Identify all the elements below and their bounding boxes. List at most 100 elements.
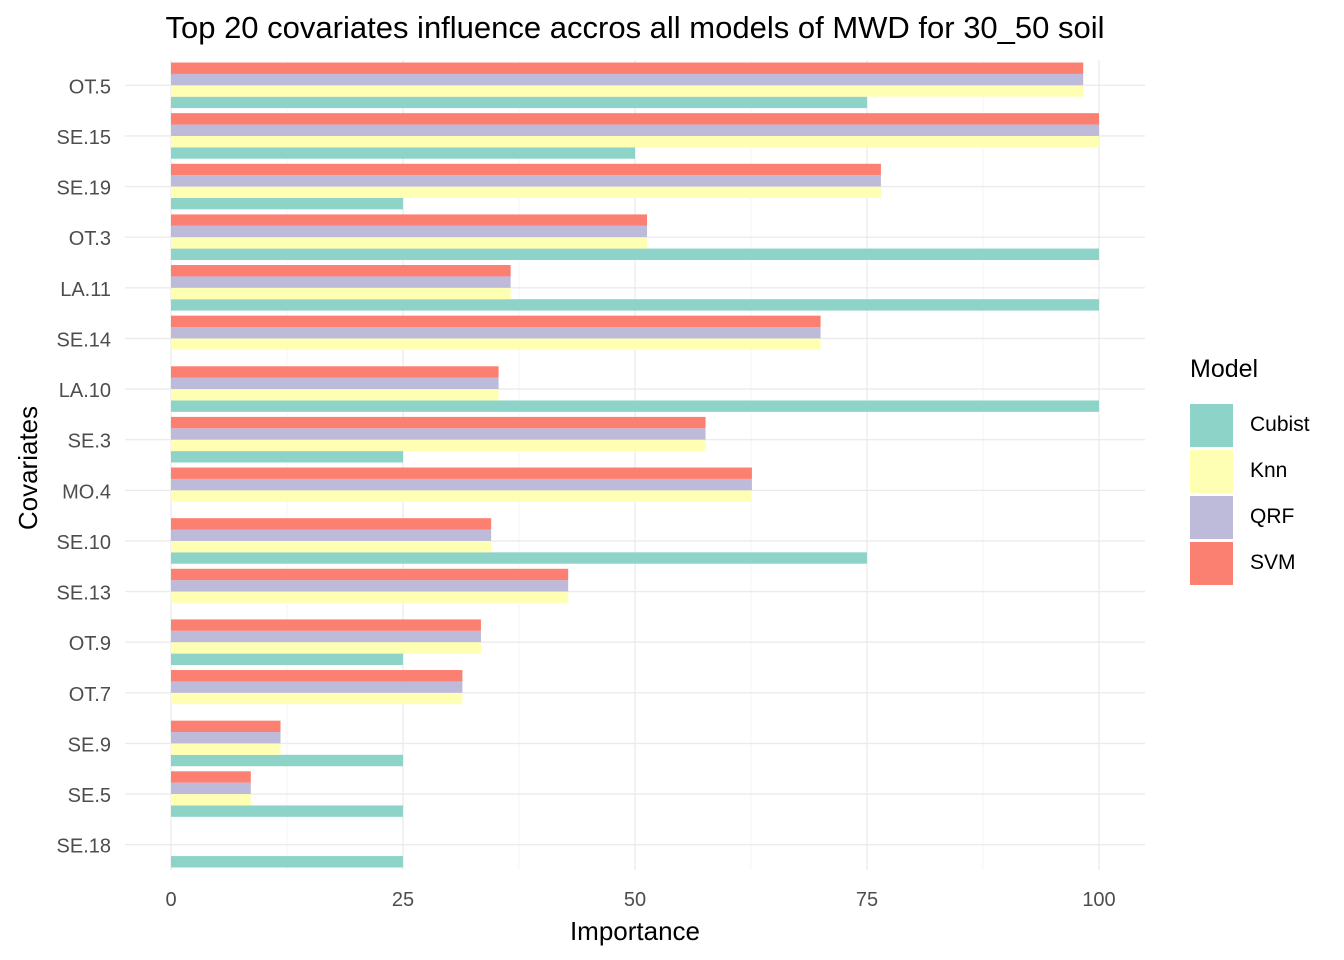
bar-cubist-se-9: [171, 754, 403, 767]
bar-qrf-ot-7: [171, 681, 463, 693]
bar-svm-se-9: [171, 720, 281, 733]
bar-qrf-se-15: [171, 124, 1099, 136]
legend-label: QRF: [1250, 505, 1295, 528]
legend-title: Model: [1190, 355, 1259, 383]
y-tick-label: SE.15: [57, 127, 111, 149]
bar-svm-se-5: [171, 771, 251, 783]
legend-swatch: [1190, 403, 1233, 447]
bar-layer: [171, 62, 1099, 868]
legend-label: SVM: [1250, 551, 1296, 574]
legend-swatch: [1190, 541, 1233, 585]
bar-qrf-se-13: [171, 580, 569, 592]
bar-cubist-se-3: [171, 451, 403, 463]
bar-knn-la-11: [171, 287, 511, 300]
y-tick-label: SE.9: [68, 734, 111, 756]
bar-cubist-ot-3: [171, 248, 1099, 260]
bar-qrf-ot-5: [171, 73, 1084, 86]
y-tick-label: OT.9: [69, 633, 111, 655]
bar-qrf-se-5: [171, 782, 251, 795]
bar-cubist-ot-9: [171, 653, 403, 665]
bar-knn-ot-3: [171, 237, 648, 249]
bar-qrf-ot-9: [171, 630, 481, 643]
bar-cubist-se-5: [171, 805, 403, 817]
bar-qrf-la-10: [171, 377, 499, 390]
bar-svm-se-15: [171, 113, 1099, 125]
bar-knn-se-15: [171, 135, 1099, 148]
y-tick-label: OT.5: [69, 76, 111, 98]
legend-swatch: [1190, 495, 1233, 539]
bar-knn-se-10: [171, 540, 492, 553]
y-tick-label: SE.18: [57, 836, 111, 858]
legend-items: Cubist Knn QRF SVM: [1190, 402, 1310, 586]
bar-svm-se-3: [171, 416, 706, 429]
bar-qrf-la-11: [171, 276, 511, 288]
bar-knn-mo-4: [171, 490, 752, 502]
y-axis-label: Covariates: [13, 406, 43, 530]
y-tick-label: SE.3: [68, 431, 111, 453]
x-tick-label: 50: [624, 889, 646, 911]
bar-svm-se-14: [171, 315, 821, 328]
y-tick-label: SE.19: [57, 178, 111, 200]
bar-qrf-se-9: [171, 732, 281, 744]
y-tick-label: LA.11: [60, 279, 111, 301]
y-tick-label: SE.13: [57, 583, 111, 605]
bar-svm-se-19: [171, 163, 881, 176]
bar-knn-se-5: [171, 794, 251, 806]
y-tick-labels: OT.5 SE.15 SE.19 OT.3 LA.11 SE.14 LA.10 SE.3 MO.…: [57, 76, 111, 857]
bar-qrf-se-10: [171, 529, 492, 541]
y-tick-label: SE.10: [57, 532, 111, 554]
bar-qrf-se-3: [171, 428, 706, 440]
x-tick-labels: 0 25 50 75 100: [165, 889, 1115, 911]
legend-item-cubist: Cubist: [1190, 402, 1310, 448]
bar-cubist-la-10: [171, 400, 1099, 412]
bar-knn-ot-5: [171, 85, 1084, 97]
bar-knn-se-9: [171, 743, 281, 755]
bar-knn-ot-7: [171, 692, 463, 705]
bar-svm-mo-4: [171, 467, 752, 479]
legend-label: Knn: [1250, 459, 1288, 482]
bar-cubist-se-10: [171, 552, 867, 564]
legend: Model Cubist Knn QRF SVM: [1190, 355, 1310, 586]
x-tick-label: 75: [856, 889, 878, 911]
bar-knn-se-13: [171, 591, 569, 603]
bar-cubist-se-15: [171, 147, 635, 159]
x-tick-label: 0: [165, 889, 176, 911]
bar-svm-ot-9: [171, 619, 481, 631]
y-tick-label: SE.14: [57, 329, 111, 351]
bar-svm-ot-3: [171, 214, 648, 226]
y-tick-label: LA.10: [59, 380, 111, 402]
bar-qrf-se-19: [171, 175, 881, 187]
bar-cubist-ot-5: [171, 96, 867, 109]
bar-svm-ot-5: [171, 62, 1084, 74]
bar-cubist-se-19: [171, 197, 403, 210]
legend-swatch: [1190, 449, 1233, 493]
bar-svm-la-10: [171, 366, 499, 378]
bar-svm-ot-7: [171, 670, 463, 682]
bar-cubist-la-11: [171, 299, 1099, 311]
y-tick-label: OT.3: [69, 228, 111, 250]
y-tick-label: OT.7: [69, 684, 111, 706]
x-tick-label: 25: [392, 889, 414, 911]
legend-item-svm: SVM: [1190, 540, 1310, 586]
y-tick-label: MO.4: [62, 481, 111, 503]
bar-knn-la-10: [171, 389, 499, 401]
bar-svm-la-11: [171, 265, 511, 277]
bar-cubist-se-18: [171, 856, 403, 868]
bar-knn-se-19: [171, 186, 881, 198]
bar-qrf-mo-4: [171, 478, 752, 491]
bar-knn-se-3: [171, 439, 706, 452]
bar-qrf-ot-3: [171, 225, 648, 238]
x-tick-label: 100: [1082, 889, 1115, 911]
chart-title: Top 20 covariates influence accros all m…: [165, 10, 1105, 45]
bar-svm-se-10: [171, 518, 492, 530]
bar-svm-se-13: [171, 568, 569, 581]
y-tick-label: SE.5: [68, 785, 111, 807]
x-axis-label: Importance: [570, 916, 700, 946]
legend-item-qrf: QRF: [1190, 494, 1310, 540]
legend-label: Cubist: [1250, 413, 1310, 436]
bar-qrf-se-14: [171, 327, 821, 339]
bar-knn-se-14: [171, 338, 821, 350]
bar-knn-ot-9: [171, 642, 481, 654]
legend-item-knn: Knn: [1190, 448, 1310, 494]
